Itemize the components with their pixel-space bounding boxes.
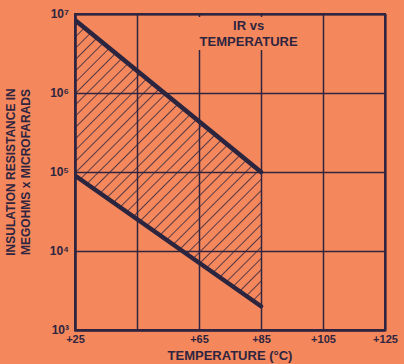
- plot-frame: [75, 14, 385, 330]
- x-axis-line: [76, 14, 386, 331]
- y-tick-label: 10⁶: [50, 86, 69, 100]
- x-tick: +105: [311, 14, 336, 345]
- x-tick-label: +25: [66, 333, 85, 345]
- title-background: [197, 17, 301, 50]
- x-axis: +25 +65 +85 +105 +125: [66, 14, 398, 345]
- chart: 10³10⁴10⁵10⁶10⁷+25+65+85+105+125IR vsTEM…: [0, 0, 404, 364]
- y-tick-label: 10⁴: [50, 244, 69, 258]
- y-axis-line: [76, 15, 386, 331]
- x-tick-label: +65: [190, 333, 209, 345]
- x-tick-label: +85: [252, 333, 271, 345]
- x-axis-title: TEMPERATURE (°C): [168, 348, 293, 363]
- y-axis: 10³10⁴10⁵10⁶10⁷: [50, 7, 385, 337]
- data-marks: [75, 20, 261, 306]
- x-tick-label: +125: [373, 333, 398, 345]
- band-area: [75, 20, 261, 306]
- x-grid-line: [323, 14, 325, 330]
- band-edge: [75, 176, 261, 307]
- plot: 10³10⁴10⁵10⁶10⁷+25+65+85+105+125IR vsTEM…: [50, 7, 398, 344]
- chart-title: IR vsTEMPERATURE: [200, 18, 298, 49]
- y-axis-title: INSULATION RESISTANCE INMEGOHMS x MICROF…: [4, 88, 33, 256]
- title-group: IR vsTEMPERATURE: [197, 17, 301, 50]
- y-tick-label: 10⁵: [50, 165, 69, 179]
- y-tick-label: 10⁷: [51, 7, 69, 21]
- x-tick-label: +105: [311, 333, 336, 345]
